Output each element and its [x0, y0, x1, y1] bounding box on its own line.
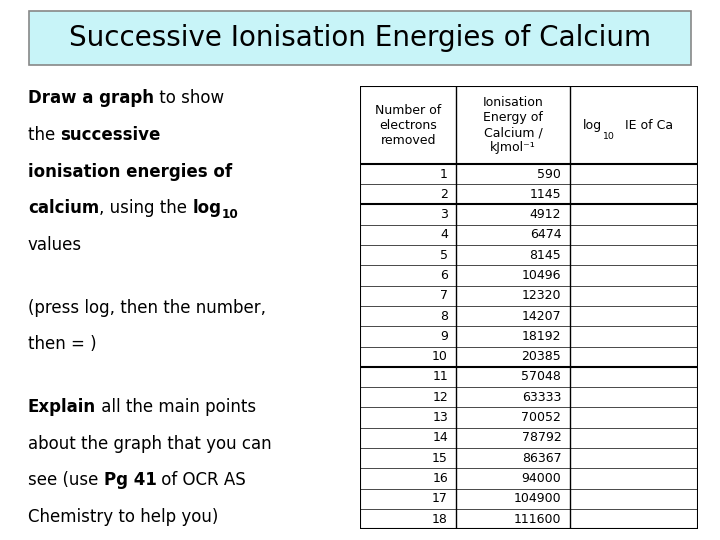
Text: 8145: 8145 [530, 249, 562, 262]
Text: 94000: 94000 [521, 472, 562, 485]
Text: 10: 10 [432, 350, 448, 363]
Text: 86367: 86367 [522, 451, 562, 464]
Text: 4912: 4912 [530, 208, 562, 221]
Text: 63333: 63333 [522, 391, 562, 404]
Text: 1: 1 [440, 167, 448, 180]
Text: 16: 16 [432, 472, 448, 485]
Text: the: the [28, 126, 60, 144]
Text: Explain: Explain [28, 398, 96, 416]
Text: 78792: 78792 [521, 431, 562, 444]
Text: successive: successive [60, 126, 161, 144]
Text: Chemistry to help you): Chemistry to help you) [28, 508, 218, 526]
Text: of OCR AS: of OCR AS [156, 471, 246, 489]
Text: 9: 9 [440, 330, 448, 343]
Text: IE of Ca: IE of Ca [621, 119, 673, 132]
Text: see (use: see (use [28, 471, 104, 489]
Text: then = ): then = ) [28, 335, 96, 353]
Text: 14207: 14207 [522, 309, 562, 322]
Text: values: values [28, 236, 82, 254]
Text: 13: 13 [432, 411, 448, 424]
Text: 17: 17 [432, 492, 448, 505]
Text: 12: 12 [432, 391, 448, 404]
Text: 70052: 70052 [521, 411, 562, 424]
Text: 10496: 10496 [522, 269, 562, 282]
Text: (press log, then the number,: (press log, then the number, [28, 299, 266, 316]
Text: 15: 15 [432, 451, 448, 464]
Text: 18192: 18192 [522, 330, 562, 343]
Text: 2: 2 [440, 188, 448, 201]
Text: Ionisation
Energy of
Calcium /
kJmol⁻¹: Ionisation Energy of Calcium / kJmol⁻¹ [482, 96, 544, 154]
Text: 1145: 1145 [530, 188, 562, 201]
Text: 20385: 20385 [521, 350, 562, 363]
Text: log: log [583, 119, 603, 132]
Text: ionisation energies of: ionisation energies of [28, 163, 232, 180]
Text: 5: 5 [440, 249, 448, 262]
Text: 10: 10 [222, 208, 238, 221]
Text: Successive Ionisation Energies of Calcium: Successive Ionisation Energies of Calciu… [69, 24, 651, 52]
Text: 14: 14 [432, 431, 448, 444]
Text: Number of
electrons
removed: Number of electrons removed [375, 104, 441, 147]
Text: all the main points: all the main points [96, 398, 256, 416]
Text: 6474: 6474 [530, 228, 562, 241]
Text: 590: 590 [537, 167, 562, 180]
Text: 11: 11 [432, 370, 448, 383]
Text: 104900: 104900 [514, 492, 562, 505]
Text: 4: 4 [440, 228, 448, 241]
Text: 8: 8 [440, 309, 448, 322]
Text: 111600: 111600 [514, 512, 562, 525]
Text: 57048: 57048 [521, 370, 562, 383]
Text: , using the: , using the [99, 199, 192, 217]
Text: 7: 7 [440, 289, 448, 302]
Text: calcium: calcium [28, 199, 99, 217]
Text: 12320: 12320 [522, 289, 562, 302]
Text: to show: to show [154, 89, 224, 107]
Text: 10: 10 [603, 132, 614, 141]
FancyBboxPatch shape [29, 11, 691, 65]
Text: Pg 41: Pg 41 [104, 471, 156, 489]
Text: 3: 3 [440, 208, 448, 221]
Text: 18: 18 [432, 512, 448, 525]
Text: 6: 6 [440, 269, 448, 282]
Text: Draw a graph: Draw a graph [28, 89, 154, 107]
Text: log: log [192, 199, 222, 217]
Text: about the graph that you can: about the graph that you can [28, 435, 271, 453]
